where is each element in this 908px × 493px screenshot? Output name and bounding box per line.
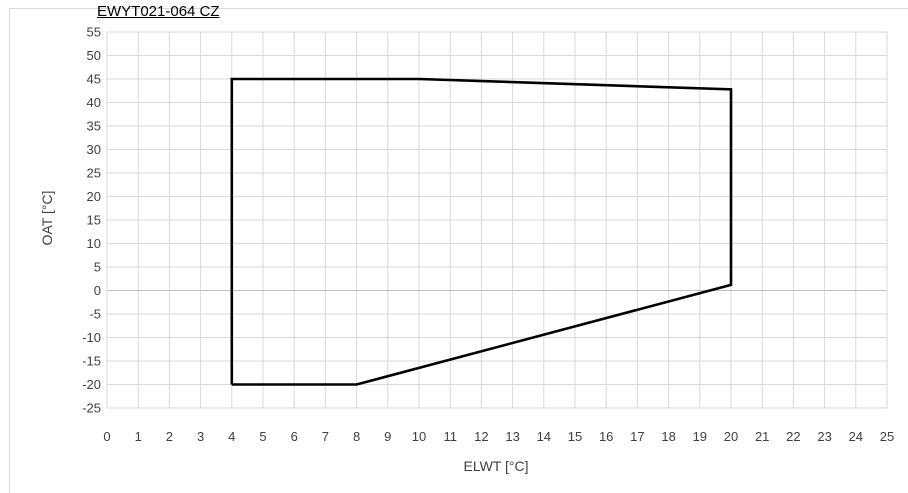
- y-tick-label: 20: [87, 189, 101, 204]
- x-tick-label: 1: [135, 429, 142, 444]
- series-group: [230, 77, 733, 386]
- x-tick-label: 25: [880, 429, 894, 444]
- y-tick-label: 35: [87, 119, 101, 134]
- x-tick-label: 0: [103, 429, 110, 444]
- y-tick-label: -10: [82, 330, 101, 345]
- x-tick-label: 23: [817, 429, 831, 444]
- x-tick-label: 18: [661, 429, 675, 444]
- y-tick-label: 55: [87, 25, 101, 40]
- y-tick-label: 40: [87, 95, 101, 110]
- x-axis-title: ELWT [°C]: [464, 458, 529, 474]
- x-tick-label: 4: [228, 429, 235, 444]
- x-tick-labels: 0 1 2 3 4 5 6 7 8 9 10 11 12 13 14 15 16 17 18 19 20 21 22 23 24…: [103, 429, 894, 444]
- envelope-line-series-0: [230, 77, 733, 386]
- x-tick-label: 9: [384, 429, 391, 444]
- x-tick-label: 7: [322, 429, 329, 444]
- y-tick-label: 0: [94, 283, 101, 298]
- x-tick-label: 8: [353, 429, 360, 444]
- x-tick-label: 24: [849, 429, 863, 444]
- x-tick-label: 15: [568, 429, 582, 444]
- x-tick-label: 22: [786, 429, 800, 444]
- x-tick-label: 14: [537, 429, 551, 444]
- page-title: EWYT021-064 CZ: [97, 3, 220, 20]
- x-tick-label: 17: [630, 429, 644, 444]
- grid-lines: [106, 31, 888, 409]
- x-tick-label: 20: [724, 429, 738, 444]
- y-tick-label: -25: [82, 401, 101, 416]
- y-tick-label: 15: [87, 213, 101, 228]
- x-tick-label: 21: [755, 429, 769, 444]
- x-tick-label: 13: [505, 429, 519, 444]
- chart-frame: EWYT021-064 CZ: [9, 3, 908, 493]
- y-tick-label: -20: [82, 377, 101, 392]
- x-tick-label: 16: [599, 429, 613, 444]
- y-tick-label: 25: [87, 166, 101, 181]
- x-tick-label: 19: [693, 429, 707, 444]
- x-tick-label: 12: [474, 429, 488, 444]
- x-tick-label: 6: [291, 429, 298, 444]
- x-tick-label: 10: [412, 429, 426, 444]
- y-tick-label: 10: [87, 236, 101, 251]
- x-tick-label: 2: [166, 429, 173, 444]
- y-axis-title: OAT [°C]: [39, 191, 55, 246]
- x-tick-label: 11: [443, 429, 457, 444]
- y-tick-label: 45: [87, 72, 101, 87]
- y-tick-label: 50: [87, 48, 101, 63]
- x-tick-label: 3: [197, 429, 204, 444]
- y-tick-label: -5: [89, 307, 101, 322]
- y-tick-label: 30: [87, 142, 101, 157]
- y-tick-label: -15: [82, 354, 101, 369]
- y-tick-label: 5: [94, 260, 101, 275]
- x-tick-label: 5: [259, 429, 266, 444]
